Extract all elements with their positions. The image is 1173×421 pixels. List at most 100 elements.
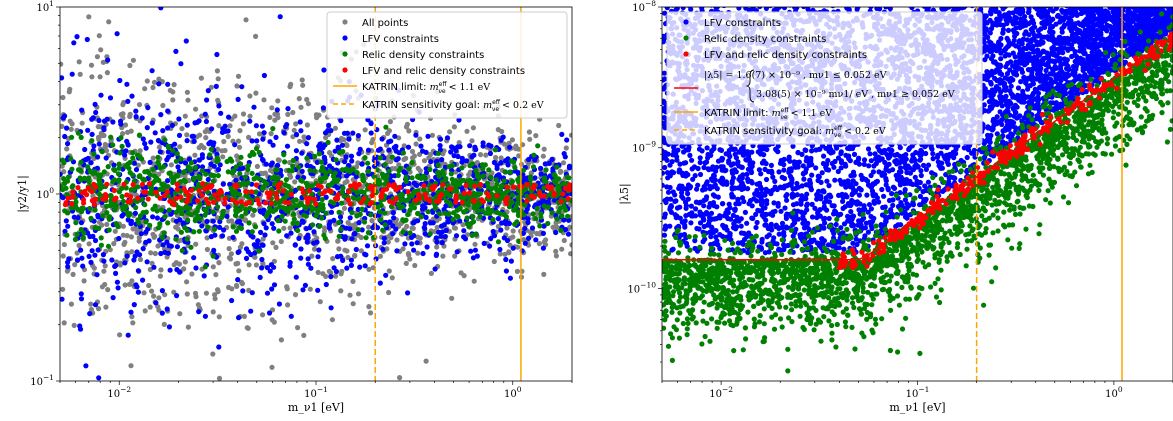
data-point <box>233 164 239 170</box>
data-point <box>427 166 433 173</box>
data-point <box>276 228 282 234</box>
data-point <box>558 227 564 233</box>
data-point <box>528 193 535 199</box>
data-point <box>283 124 289 130</box>
data-point <box>233 177 239 183</box>
data-point <box>433 252 439 258</box>
data-point <box>181 266 187 272</box>
data-point <box>61 320 67 326</box>
data-point <box>513 143 519 149</box>
data-point <box>445 219 451 225</box>
data-point <box>234 283 240 289</box>
data-point <box>865 229 872 235</box>
data-point <box>1062 1 1067 6</box>
data-point <box>501 191 507 197</box>
data-point <box>407 207 413 213</box>
data-point <box>321 67 327 73</box>
data-point <box>150 166 156 173</box>
data-point <box>345 254 351 261</box>
data-point <box>60 195 66 201</box>
data-point <box>253 182 259 188</box>
data-point <box>290 211 297 217</box>
data-point <box>465 178 471 184</box>
data-point <box>215 173 221 179</box>
data-point <box>124 253 130 259</box>
data-point <box>172 190 178 196</box>
data-point <box>477 152 484 158</box>
data-point <box>217 219 223 225</box>
data-point <box>299 186 305 192</box>
data-point <box>864 192 870 198</box>
data-point <box>105 164 111 170</box>
data-point <box>120 131 126 137</box>
data-point <box>417 235 423 241</box>
data-point <box>375 147 381 153</box>
data-point <box>240 121 246 127</box>
data-point <box>296 235 302 241</box>
data-point <box>299 168 305 174</box>
data-point <box>219 148 225 154</box>
data-point <box>501 211 507 217</box>
data-point <box>167 170 173 176</box>
data-point <box>438 233 444 239</box>
data-point <box>133 114 139 120</box>
data-point <box>90 170 96 176</box>
data-point <box>99 222 105 228</box>
data-point <box>225 169 231 175</box>
data-point <box>96 375 102 381</box>
data-point <box>287 159 293 166</box>
data-point <box>112 167 118 173</box>
data-point <box>304 162 310 169</box>
data-point <box>338 226 344 232</box>
data-point <box>136 102 143 108</box>
data-point <box>436 173 442 180</box>
data-point <box>568 132 572 138</box>
data-point <box>165 178 171 184</box>
data-point <box>123 163 129 169</box>
data-point <box>538 211 544 217</box>
data-point <box>130 57 136 63</box>
data-point <box>260 136 266 142</box>
data-point <box>355 227 361 233</box>
data-point <box>320 105 326 111</box>
data-point <box>515 212 522 218</box>
data-point <box>243 189 249 195</box>
data-point <box>345 197 351 203</box>
data-point <box>162 182 168 188</box>
data-point <box>136 235 142 241</box>
data-point <box>162 137 168 143</box>
data-point <box>149 68 155 74</box>
data-point <box>253 189 259 195</box>
data-point <box>195 302 201 308</box>
data-point <box>246 134 252 140</box>
data-point <box>381 240 387 246</box>
data-point <box>128 218 135 224</box>
data-point <box>242 174 248 180</box>
data-point <box>887 7 893 12</box>
data-point <box>315 254 321 260</box>
data-point <box>271 282 278 288</box>
data-point <box>453 186 459 192</box>
data-point <box>260 312 266 318</box>
data-point <box>341 205 348 211</box>
data-point <box>215 289 221 295</box>
data-point <box>127 62 133 69</box>
data-point <box>165 220 171 226</box>
data-point <box>455 153 461 160</box>
data-point <box>390 210 396 216</box>
data-point <box>444 135 451 141</box>
data-point <box>541 223 547 229</box>
data-point <box>479 162 486 168</box>
data-point <box>233 228 240 234</box>
data-point <box>290 109 296 116</box>
data-point <box>160 128 166 134</box>
data-point <box>304 122 310 128</box>
data-point <box>203 118 209 125</box>
data-point <box>142 141 148 147</box>
data-point <box>88 215 94 221</box>
data-point <box>1052 0 1057 5</box>
data-point <box>226 246 232 252</box>
data-point <box>312 153 318 159</box>
data-point <box>148 139 154 145</box>
data-point <box>412 197 418 204</box>
